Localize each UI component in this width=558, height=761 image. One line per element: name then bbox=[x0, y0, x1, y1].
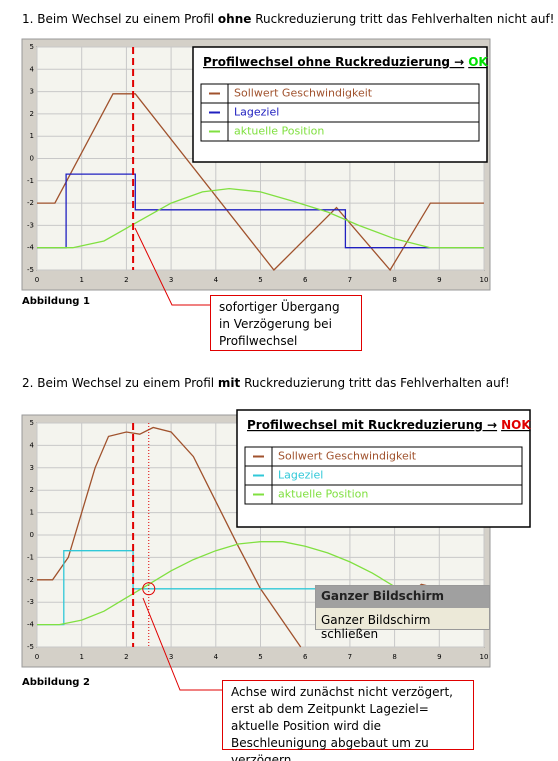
figure-label: Abbildung 1 bbox=[22, 296, 90, 307]
x-tick-label: 10 bbox=[480, 653, 489, 661]
legend-status: OK bbox=[468, 55, 488, 69]
heading-emphasis: mit bbox=[217, 376, 241, 390]
x-tick-label: 2 bbox=[124, 276, 128, 284]
popup-item[interactable]: Ganzer Bildschirm schließen bbox=[321, 613, 431, 641]
y-tick-label: -2 bbox=[27, 576, 34, 584]
legend-title: Profilwechsel mit Ruckreduzierung → NOK bbox=[247, 418, 531, 432]
legend-status: NOK bbox=[501, 418, 531, 432]
y-tick-label: -1 bbox=[27, 177, 34, 185]
series-line bbox=[37, 173, 484, 249]
y-tick-label: 5 bbox=[30, 419, 34, 427]
heading: 1. Beim Wechsel zu einem Profil ohne Ruc… bbox=[22, 12, 555, 26]
legend-label: Sollwert Geschwindigkeit bbox=[234, 87, 373, 100]
y-tick-label: 3 bbox=[30, 464, 34, 472]
legend-title: Profilwechsel ohne Ruckreduzierung → OK bbox=[203, 55, 488, 69]
y-tick-label: 3 bbox=[30, 88, 34, 96]
legend-label: Lageziel bbox=[234, 106, 279, 119]
y-tick-label: -3 bbox=[27, 221, 34, 229]
legend-title-text: Profilwechsel ohne Ruckreduzierung → bbox=[203, 55, 464, 69]
y-tick-label: -4 bbox=[27, 244, 35, 252]
heading-text: Ruckreduzierung tritt das Fehlverhalten … bbox=[240, 376, 510, 390]
popup-menu[interactable]: Ganzer Bildschirm Ganzer Bildschirm schl… bbox=[315, 585, 490, 641]
y-tick-label: 0 bbox=[30, 155, 34, 163]
y-tick-label: -5 bbox=[27, 643, 34, 651]
heading-text: 1. Beim Wechsel zu einem Profil bbox=[22, 12, 218, 26]
x-tick-label: 4 bbox=[214, 653, 219, 661]
y-tick-label: 4 bbox=[30, 441, 35, 449]
y-tick-label: 0 bbox=[30, 531, 34, 539]
y-tick-label: 4 bbox=[30, 65, 35, 73]
legend-table bbox=[200, 83, 480, 142]
y-tick-label: -1 bbox=[27, 553, 34, 561]
legend-label: aktuelle Position bbox=[278, 488, 368, 501]
x-tick-label: 4 bbox=[214, 276, 219, 284]
x-tick-label: 3 bbox=[169, 653, 173, 661]
x-tick-label: 1 bbox=[79, 653, 83, 661]
x-tick-label: 7 bbox=[348, 276, 352, 284]
x-tick-label: 2 bbox=[124, 653, 128, 661]
legend-label: aktuelle Position bbox=[234, 125, 324, 138]
y-tick-label: -3 bbox=[27, 598, 34, 606]
x-tick-label: 9 bbox=[437, 653, 441, 661]
x-tick-label: 8 bbox=[392, 653, 396, 661]
heading-text: 2. Beim Wechsel zu einem Profil bbox=[22, 376, 218, 390]
x-tick-label: 7 bbox=[348, 653, 352, 661]
x-tick-label: 5 bbox=[258, 276, 262, 284]
highlight-circle bbox=[142, 582, 156, 596]
legend-box bbox=[192, 46, 488, 163]
y-tick-label: 1 bbox=[30, 132, 34, 140]
y-tick-label: 2 bbox=[30, 110, 34, 118]
y-tick-label: 5 bbox=[30, 43, 34, 51]
callout-connector bbox=[142, 597, 222, 691]
legend-label: Sollwert Geschwindigkeit bbox=[278, 450, 417, 463]
y-tick-label: -5 bbox=[27, 266, 34, 274]
x-tick-label: 6 bbox=[303, 653, 308, 661]
figure-label: Abbildung 2 bbox=[22, 677, 90, 688]
heading: 2. Beim Wechsel zu einem Profil mit Ruck… bbox=[22, 376, 510, 390]
legend-box bbox=[236, 409, 531, 528]
heading-emphasis: ohne bbox=[217, 12, 252, 26]
x-tick-label: 0 bbox=[35, 653, 39, 661]
series-line bbox=[37, 93, 484, 272]
legend-table bbox=[244, 446, 523, 505]
legend-title-text: Profilwechsel mit Ruckreduzierung → bbox=[247, 418, 497, 432]
y-tick-label: 1 bbox=[30, 509, 34, 517]
x-tick-label: 9 bbox=[437, 276, 441, 284]
heading-text: Ruckreduzierung tritt das Fehlverhalten … bbox=[251, 12, 555, 26]
callout: sofortiger Übergang in Verzögerung bei P… bbox=[210, 295, 362, 351]
callout-connector bbox=[134, 227, 210, 306]
x-tick-label: 5 bbox=[258, 653, 262, 661]
x-tick-label: 8 bbox=[392, 276, 396, 284]
x-tick-label: 0 bbox=[35, 276, 39, 284]
callout: Achse wird zunächst nicht verzögert, ers… bbox=[222, 680, 474, 761]
legend-label: Lageziel bbox=[278, 469, 323, 482]
popup-title[interactable]: Ganzer Bildschirm bbox=[316, 586, 489, 608]
series-line bbox=[37, 187, 484, 249]
x-tick-label: 1 bbox=[79, 276, 83, 284]
x-tick-label: 3 bbox=[169, 276, 173, 284]
x-tick-label: 10 bbox=[480, 276, 489, 284]
y-tick-label: -2 bbox=[27, 199, 34, 207]
y-tick-label: 2 bbox=[30, 486, 34, 494]
y-tick-label: -4 bbox=[27, 621, 35, 629]
x-tick-label: 6 bbox=[303, 276, 308, 284]
